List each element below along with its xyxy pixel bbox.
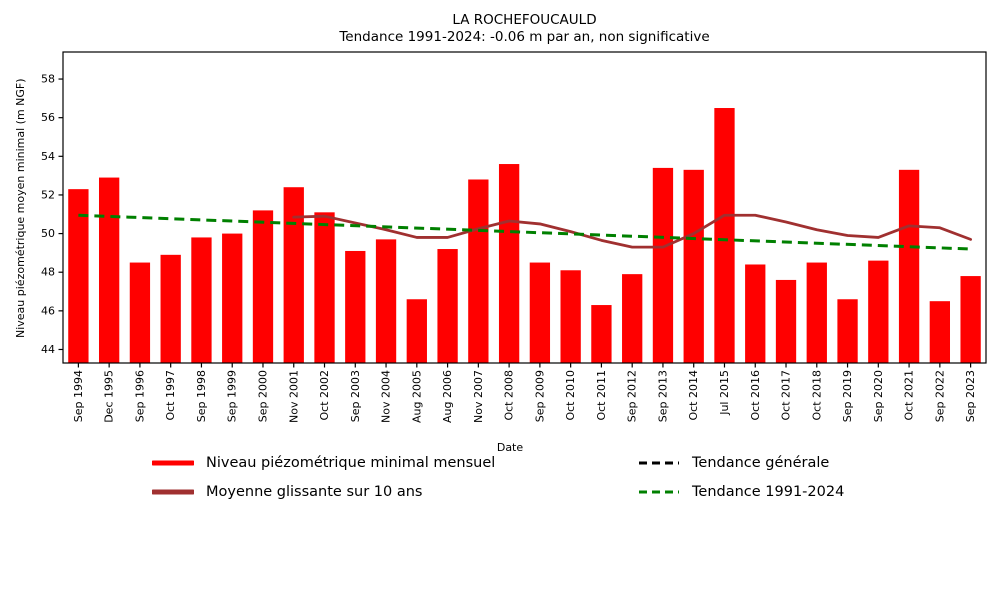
bar-Oct 2010 [560,270,581,363]
bar-Oct 2017 [775,279,797,363]
bar-Oct 1997 [160,254,181,363]
bar-Sep 2019 [837,299,858,363]
x-tick-label: Sep 2019 [841,370,854,422]
bar-Nov 2004 [375,239,397,363]
legend-swatch-trend-general-icon [639,461,679,465]
bar-Sep 1996 [129,262,151,363]
bar-Sep 1998 [191,237,212,363]
x-tick-label: Aug 2006 [441,370,454,423]
y-tick-label: 44 [41,343,55,356]
bar-Jul 2015 [714,108,735,363]
x-tick-label: Sep 1996 [133,370,146,422]
x-tick-label: Sep 2013 [656,370,669,422]
bar-Nov 2007 [468,179,489,363]
bar-Sep 2022 [929,301,951,363]
bar-Nov 2001 [283,187,304,363]
x-tick-label: Nov 2007 [472,370,485,423]
x-tick-label: Nov 2001 [287,370,300,423]
bar-Sep 1994 [68,189,89,363]
x-tick-label: Oct 2021 [903,370,916,421]
x-tick-label: Sep 2023 [964,370,977,422]
bar-Oct 2011 [591,305,612,363]
legend-item-trend-period: Tendance 1991-2024 [638,481,844,503]
x-tick-label: Nov 2004 [380,370,393,423]
y-tick-label: 54 [41,150,55,163]
y-axis-label: Niveau piézométrique moyen minimal (m NG… [14,78,27,338]
x-tick-label: Sep 2003 [349,370,362,422]
bar-Oct 2021 [898,169,920,363]
x-tick-label: Dec 1995 [103,370,116,423]
bar-Oct 2016 [745,264,766,363]
bar-Sep 2013 [652,167,674,363]
x-tick-label: Aug 2005 [410,370,423,423]
legend-label-bars: Niveau piézométrique minimal mensuel [206,455,496,471]
y-tick-label: 56 [41,111,55,124]
legend-label-rolling: Moyenne glissante sur 10 ans [206,484,423,500]
bar-Oct 2008 [498,164,520,363]
bar-Sep 2000 [252,210,274,363]
bar-Dec 1995 [98,177,120,363]
bar-Oct 2014 [683,169,704,363]
bar-Sep 2023 [960,276,981,363]
y-tick-label: 46 [41,304,55,317]
x-tick-label: Sep 1999 [226,370,239,422]
x-tick-label: Oct 2018 [810,370,823,421]
legend-item-bars: Niveau piézométrique minimal mensuel [152,452,495,474]
x-axis-label: Date [496,441,524,454]
legend-swatch-trend-period-icon [639,490,679,494]
plot-border [62,51,987,364]
bar-Oct 2002 [314,212,335,363]
bar-Sep 2020 [868,260,889,363]
x-tick-label: Sep 2022 [933,370,946,422]
x-tick-label: Oct 2011 [595,370,608,421]
x-tick-label: Oct 2014 [687,370,700,421]
x-tick-label: Oct 1997 [164,370,177,421]
x-tick-label: Sep 1994 [72,370,85,422]
bar-Aug 2006 [437,249,458,363]
x-tick-label: Sep 2009 [533,370,546,422]
legend-label-trend-general: Tendance générale [692,455,830,471]
trend-line-1991-2024 [78,213,971,251]
y-tick-label: 50 [41,227,55,240]
bar-Oct 2018 [806,262,827,363]
x-tick-label: Sep 2020 [872,370,885,422]
legend-swatch-rolling-icon [152,489,194,495]
bar-Sep 2009 [529,262,551,363]
y-tick-label: 58 [41,73,55,86]
x-tick-label: Sep 2012 [626,370,639,422]
bar-Sep 1999 [222,233,243,363]
legend-label-trend-period: Tendance 1991-2024 [692,484,845,500]
legend-item-rolling: Moyenne glissante sur 10 ans [152,481,422,503]
x-tick-label: Sep 2000 [256,370,269,422]
bar-Sep 2012 [622,274,643,363]
legend-item-trend-general: Tendance générale [638,452,829,474]
chart-subtitle: Tendance 1991-2024: -0.06 m par an, non … [339,29,710,45]
x-tick-label: Oct 2016 [749,370,762,421]
x-tick-label: Oct 2010 [564,370,577,421]
y-tick-label: 48 [41,266,55,279]
x-tick-label: Oct 2002 [318,370,331,421]
chart-title: LA ROCHEFOUCAULD [452,12,597,28]
legend-swatch-bars-icon [152,460,194,466]
bar-Sep 2003 [345,250,366,363]
y-tick-label: 52 [41,188,55,201]
title-block: LA ROCHEFOUCAULD Tendance 1991-2024: -0.… [63,12,986,46]
x-tick-label: Sep 1998 [195,370,208,422]
x-tick-label: Oct 2017 [780,370,793,421]
bar-Aug 2005 [406,299,427,363]
x-tick-label: Oct 2008 [503,370,516,421]
x-tick-label: Jul 2015 [718,370,731,416]
rolling-mean-line [292,213,973,249]
